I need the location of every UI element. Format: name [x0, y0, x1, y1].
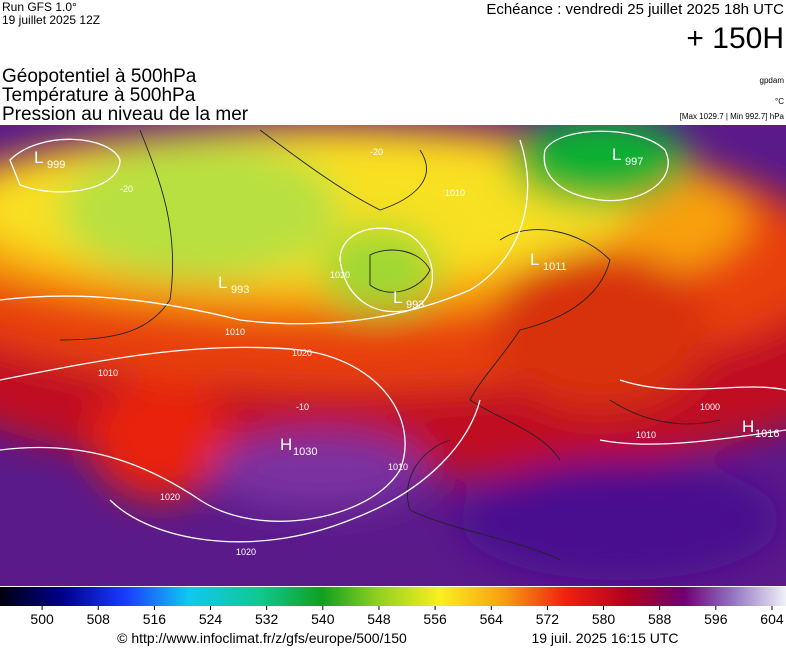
- isobar-label: 1020: [292, 348, 312, 358]
- colorbar-label: 548: [367, 611, 391, 627]
- colorbar-label: 564: [480, 611, 504, 627]
- center-letter: L: [393, 288, 402, 307]
- center-letter: L: [612, 145, 621, 164]
- isobar: [109, 399, 481, 543]
- isobar-label: 1010: [98, 368, 118, 378]
- legend-title: Géopotentiel à 500hPa: [2, 66, 197, 87]
- isobar-label: -10: [296, 402, 309, 412]
- isobar-label: 1010: [636, 430, 656, 440]
- colorbar-ticks: 500 508 516 524 532 540 548 556 564 572 580 588 596 6…: [30, 606, 784, 627]
- unit: °C: [775, 97, 784, 106]
- center-value: 993: [406, 299, 424, 311]
- isobar: [0, 139, 529, 325]
- center-value: 999: [47, 159, 65, 171]
- colorbar-label: 540: [311, 611, 335, 627]
- colorbar-label: 508: [87, 611, 111, 627]
- isobar-label: 1020: [330, 270, 350, 280]
- colorbar-label: 572: [536, 611, 560, 627]
- unit: [Max 1029.7 | Min 992.7] hPa: [680, 112, 785, 121]
- colorbar-label: 580: [592, 611, 616, 627]
- generated: 19 juil. 2025 16:15 UTC: [531, 630, 678, 646]
- isobar-label: 1010: [225, 327, 245, 337]
- colorbar-label: 588: [648, 611, 672, 627]
- center-value: 997: [625, 156, 643, 168]
- center-letter: L: [530, 250, 539, 269]
- isobar-label: 1000: [700, 402, 720, 412]
- isobar: [0, 346, 406, 522]
- center-letter: L: [34, 148, 43, 167]
- colorbar-label: 596: [704, 611, 728, 627]
- legend-title: Pression au niveau de la mer: [2, 104, 249, 125]
- map: [0, 125, 786, 586]
- source: © http://www.infoclimat.fr/z/gfs/europe/…: [117, 630, 407, 646]
- center-value: 1030: [293, 446, 317, 458]
- colorbar-label: 604: [760, 611, 784, 627]
- center-letter: L: [218, 273, 227, 292]
- isobar-label: 1020: [160, 492, 180, 502]
- lead-time: + 150H: [686, 22, 784, 55]
- isobar-label: 1010: [445, 188, 465, 198]
- colorbar: [0, 587, 786, 606]
- colorbar-label: 500: [30, 611, 54, 627]
- colorbar-label: 556: [423, 611, 447, 627]
- isobar-label: -20: [120, 184, 133, 194]
- colorbar-label: 516: [143, 611, 167, 627]
- coastline: [59, 129, 721, 561]
- isobar-label: 1010: [388, 462, 408, 472]
- center-letter: H: [742, 417, 754, 436]
- valid-time: Echéance : vendredi 25 juillet 2025 18h …: [486, 1, 784, 18]
- center-value: 1016: [755, 428, 779, 440]
- run-date: 19 juillet 2025 12Z: [2, 13, 100, 27]
- isobar: [543, 130, 669, 202]
- isobar-label: -20: [370, 147, 383, 157]
- colorbar-label: 532: [255, 611, 279, 627]
- center-value: 993: [231, 284, 249, 296]
- isobar-label: 1020: [236, 547, 256, 557]
- colorbar-label: 524: [199, 611, 223, 627]
- center-value: 1011: [543, 261, 567, 273]
- center-letter: H: [280, 435, 292, 454]
- isobar: [339, 227, 433, 313]
- run: Run GFS 1.0°: [2, 0, 77, 14]
- legend-title: Température à 500hPa: [2, 85, 196, 106]
- unit: gpdam: [760, 76, 785, 85]
- isobar: [599, 379, 786, 445]
- isobar: [9, 138, 121, 193]
